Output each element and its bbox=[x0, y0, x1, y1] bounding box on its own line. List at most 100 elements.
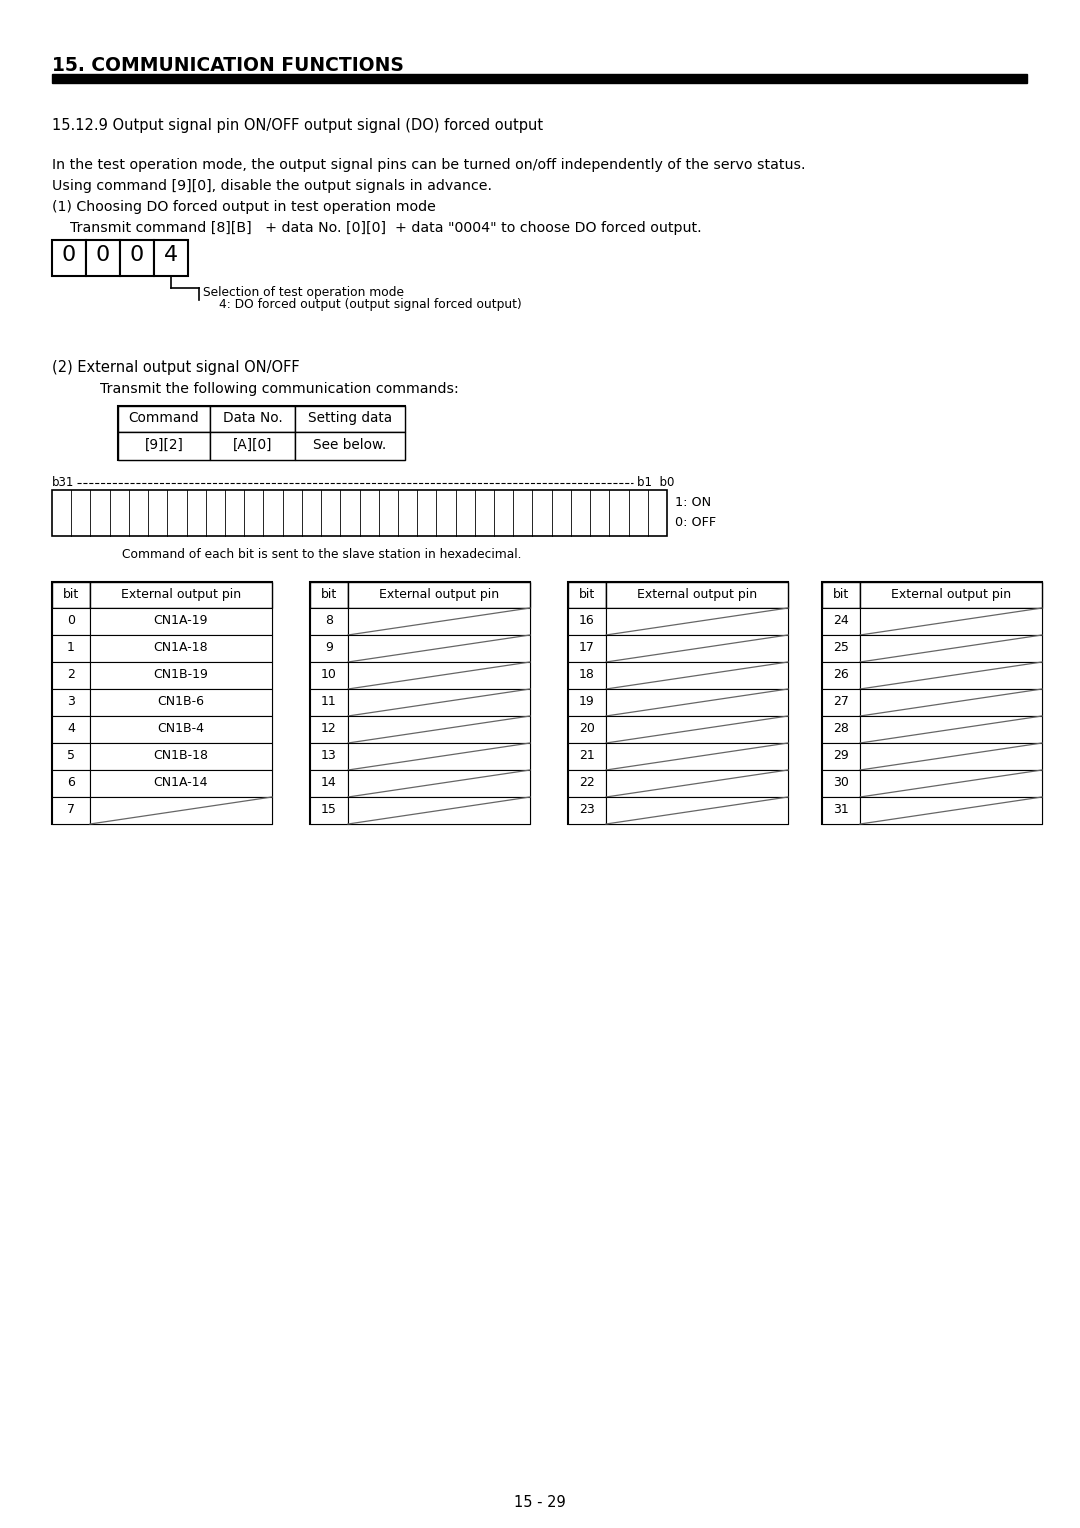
Text: 8: 8 bbox=[325, 614, 333, 626]
Bar bbox=[822, 689, 860, 717]
Text: 6: 6 bbox=[67, 776, 75, 788]
Text: 26: 26 bbox=[833, 668, 849, 681]
Bar bbox=[860, 770, 1042, 798]
Bar bbox=[90, 582, 272, 608]
Bar bbox=[295, 432, 405, 460]
Bar bbox=[606, 582, 788, 608]
Bar bbox=[52, 582, 90, 608]
Bar bbox=[348, 608, 530, 636]
Bar bbox=[606, 770, 788, 798]
Bar bbox=[310, 798, 348, 824]
Text: b1  b0: b1 b0 bbox=[637, 477, 674, 489]
Text: 30: 30 bbox=[833, 776, 849, 788]
Text: 12: 12 bbox=[321, 723, 337, 735]
Bar bbox=[310, 608, 348, 636]
Bar bbox=[52, 490, 667, 536]
Bar bbox=[52, 608, 90, 636]
Bar bbox=[52, 582, 272, 824]
Text: 10: 10 bbox=[321, 668, 337, 681]
Bar bbox=[118, 406, 210, 432]
Bar bbox=[90, 636, 272, 662]
Bar bbox=[310, 636, 348, 662]
Text: 19: 19 bbox=[579, 695, 595, 707]
Bar bbox=[52, 240, 86, 277]
Bar bbox=[568, 582, 606, 608]
Text: 0: 0 bbox=[96, 244, 110, 264]
Bar bbox=[90, 770, 272, 798]
Bar bbox=[90, 608, 272, 636]
Text: 4: 4 bbox=[67, 723, 75, 735]
Text: 27: 27 bbox=[833, 695, 849, 707]
Text: 0: 0 bbox=[67, 614, 75, 626]
Bar bbox=[52, 770, 90, 798]
Text: 4: DO forced output (output signal forced output): 4: DO forced output (output signal force… bbox=[219, 298, 522, 312]
Bar bbox=[210, 406, 295, 432]
Text: 21: 21 bbox=[579, 749, 595, 762]
Text: bit: bit bbox=[321, 588, 337, 601]
Text: CN1A-19: CN1A-19 bbox=[153, 614, 208, 626]
Bar bbox=[90, 662, 272, 689]
Bar bbox=[568, 717, 606, 743]
Bar bbox=[606, 717, 788, 743]
Text: 18: 18 bbox=[579, 668, 595, 681]
Bar bbox=[52, 73, 1027, 83]
Bar bbox=[52, 689, 90, 717]
Text: bit: bit bbox=[63, 588, 79, 601]
Bar bbox=[568, 636, 606, 662]
Bar bbox=[310, 582, 530, 824]
Text: 31: 31 bbox=[833, 804, 849, 816]
Text: 28: 28 bbox=[833, 723, 849, 735]
Text: 5: 5 bbox=[67, 749, 75, 762]
Text: Selection of test operation mode: Selection of test operation mode bbox=[203, 286, 404, 299]
Bar bbox=[606, 662, 788, 689]
Bar bbox=[52, 743, 90, 770]
Text: 4: 4 bbox=[164, 244, 178, 264]
Text: 20: 20 bbox=[579, 723, 595, 735]
Text: CN1B-18: CN1B-18 bbox=[153, 749, 208, 762]
Bar bbox=[310, 743, 348, 770]
Bar bbox=[90, 798, 272, 824]
Bar bbox=[568, 662, 606, 689]
Bar bbox=[90, 743, 272, 770]
Text: 13: 13 bbox=[321, 749, 337, 762]
Text: 25: 25 bbox=[833, 642, 849, 654]
Bar bbox=[120, 240, 154, 277]
Text: Command of each bit is sent to the slave station in hexadecimal.: Command of each bit is sent to the slave… bbox=[122, 549, 522, 561]
Bar bbox=[348, 582, 530, 608]
Bar bbox=[860, 662, 1042, 689]
Text: CN1B-6: CN1B-6 bbox=[158, 695, 204, 707]
Text: In the test operation mode, the output signal pins can be turned on/off independ: In the test operation mode, the output s… bbox=[52, 157, 806, 173]
Text: [A][0]: [A][0] bbox=[233, 439, 272, 452]
Bar bbox=[568, 689, 606, 717]
Bar bbox=[348, 717, 530, 743]
Bar bbox=[568, 770, 606, 798]
Bar bbox=[822, 636, 860, 662]
Text: CN1A-18: CN1A-18 bbox=[153, 642, 208, 654]
Text: [9][2]: [9][2] bbox=[145, 439, 184, 452]
Bar bbox=[86, 240, 120, 277]
Bar bbox=[210, 432, 295, 460]
Bar bbox=[310, 689, 348, 717]
Bar bbox=[348, 662, 530, 689]
Text: Transmit the following communication commands:: Transmit the following communication com… bbox=[100, 382, 459, 396]
Bar bbox=[348, 798, 530, 824]
Text: 2: 2 bbox=[67, 668, 75, 681]
Bar bbox=[118, 406, 405, 460]
Text: (1) Choosing DO forced output in test operation mode: (1) Choosing DO forced output in test op… bbox=[52, 200, 436, 214]
Text: 15.12.9 Output signal pin ON/OFF output signal (DO) forced output: 15.12.9 Output signal pin ON/OFF output … bbox=[52, 118, 543, 133]
Bar bbox=[822, 608, 860, 636]
Text: External output pin: External output pin bbox=[121, 588, 241, 601]
Text: Using command [9][0], disable the output signals in advance.: Using command [9][0], disable the output… bbox=[52, 179, 492, 193]
Text: External output pin: External output pin bbox=[637, 588, 757, 601]
Bar bbox=[90, 689, 272, 717]
Text: CN1B-4: CN1B-4 bbox=[158, 723, 204, 735]
Text: External output pin: External output pin bbox=[379, 588, 499, 601]
Text: bit: bit bbox=[833, 588, 849, 601]
Text: Setting data: Setting data bbox=[308, 411, 392, 425]
Bar bbox=[860, 582, 1042, 608]
Bar bbox=[860, 636, 1042, 662]
Text: Transmit command [8][B]   + data No. [0][0]  + data "0004" to choose DO forced o: Transmit command [8][B] + data No. [0][0… bbox=[52, 222, 702, 235]
Bar bbox=[822, 717, 860, 743]
Bar bbox=[310, 770, 348, 798]
Bar bbox=[568, 582, 788, 824]
